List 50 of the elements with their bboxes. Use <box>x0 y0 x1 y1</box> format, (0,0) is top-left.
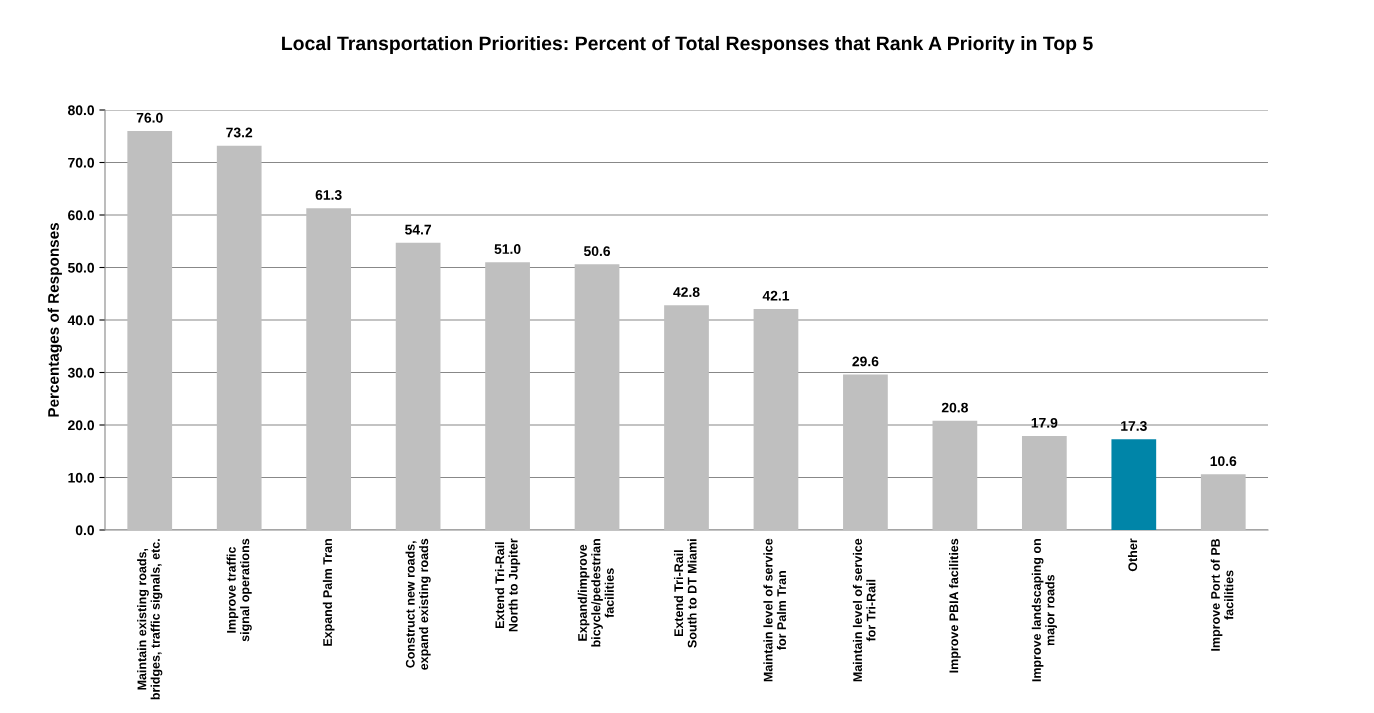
bar <box>395 242 441 530</box>
data-label: 42.8 <box>673 287 700 297</box>
data-label: 10.6 <box>1210 456 1237 467</box>
x-tick-label: Improve traffic signal operations <box>226 538 252 642</box>
y-tick-label: 30.0 <box>67 367 95 378</box>
bar <box>753 308 799 530</box>
x-tick-label: Maintain level of service for Palm Tran <box>763 538 787 682</box>
data-label: 54.7 <box>405 224 432 235</box>
x-tick-label: Improve Port of PB facilities <box>1210 538 1234 651</box>
data-label: 50.6 <box>583 246 611 257</box>
bar <box>843 374 888 530</box>
x-tick-label: Maintain existing roads, bridges, traffic signals, etc. <box>137 539 163 700</box>
bar <box>932 420 978 530</box>
y-tick-label: 60.0 <box>68 210 95 221</box>
data-label: 73.2 <box>226 127 253 138</box>
y-tick-label: 50.0 <box>67 262 95 273</box>
chart-title: Local Transportation Priorities: Percent of Total Responses that Rank A Priority in Top 5 <box>282 35 1093 55</box>
x-tick-label: Improve landscaping on major roads <box>1031 539 1057 682</box>
bar <box>1111 439 1157 530</box>
data-label: 17.9 <box>1031 417 1058 428</box>
x-tick-label: Improve PBIA facilities <box>949 538 961 673</box>
bar <box>1021 436 1067 530</box>
x-tick-label: Extend Tri-Rail North to Jupiter <box>495 538 521 632</box>
y-tick-label: 20.0 <box>68 420 95 431</box>
x-tick-label: Construct new roads, expand existing roads <box>405 538 431 670</box>
y-tick-label: 0.0 <box>75 525 95 536</box>
bar <box>306 208 352 530</box>
y-tick-label: 40.0 <box>67 315 95 326</box>
bar <box>485 262 530 530</box>
y-axis-title: Percentages of Responses <box>47 222 62 417</box>
bar <box>216 145 262 530</box>
x-tick-label: Maintain level of service for Tri-Rail <box>852 538 876 682</box>
data-label: 61.3 <box>315 190 342 200</box>
bar <box>574 264 620 530</box>
bar <box>1200 474 1246 530</box>
data-label: 51.0 <box>494 244 521 254</box>
y-tick-label: 80.0 <box>67 105 95 116</box>
data-label: 20.8 <box>941 402 968 413</box>
bar <box>664 305 709 530</box>
data-label: 42.1 <box>762 290 790 301</box>
bar <box>127 131 173 530</box>
y-tick-label: 70.0 <box>68 157 95 168</box>
data-label: 29.6 <box>852 356 879 367</box>
x-tick-label: Expand Palm Tran <box>322 539 335 646</box>
data-label: 17.3 <box>1121 421 1147 431</box>
x-tick-label: Other <box>1127 538 1138 572</box>
x-tick-label: Extend Tri-Rail South to DT Miami <box>673 539 697 648</box>
x-tick-label: Expand/improve bicycle/pedestrian facilities <box>577 539 614 647</box>
y-tick-label: 10.0 <box>68 472 95 483</box>
data-label: 76.0 <box>136 112 163 123</box>
